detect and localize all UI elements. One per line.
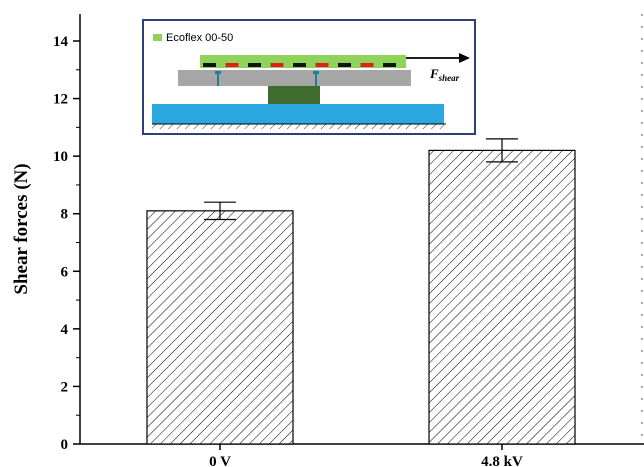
electrode [248, 63, 261, 67]
y-axis-title: Shear forces (N) [11, 163, 32, 294]
bar [428, 149, 576, 445]
category-labels: 0 V 4.8 kV [209, 444, 523, 467]
legend-swatch [153, 34, 162, 41]
upper-plate [178, 70, 411, 86]
force-arrowhead [459, 53, 470, 63]
bars [146, 149, 576, 445]
y-tick-label: 14 [53, 34, 69, 50]
pin-head [215, 71, 221, 74]
electrode [270, 63, 284, 67]
electrode [338, 63, 351, 67]
ground [152, 124, 444, 129]
electrode [360, 63, 374, 67]
electrode [203, 63, 216, 67]
y-ticks: 0 2 4 6 8 10 12 14 [53, 34, 80, 453]
legend-label: Ecoflex 00-50 [166, 32, 233, 44]
error-bars [204, 138, 518, 221]
y-tick-label: 4 [61, 322, 69, 338]
y-tick-label: 8 [61, 207, 69, 223]
inset-schematic: Ecoflex 00-50 Fshear [142, 19, 476, 135]
electrodes [203, 63, 396, 67]
center-block [268, 86, 320, 108]
base-plate [152, 104, 444, 124]
y-tick-label: 12 [53, 92, 68, 108]
pin-head [313, 71, 319, 74]
electrode [383, 63, 396, 67]
force-label: Fshear [429, 66, 460, 83]
y-tick-label: 2 [61, 379, 69, 395]
bar [146, 210, 294, 445]
y-tick-label: 0 [61, 437, 69, 453]
electrode [315, 63, 329, 67]
electrode [293, 63, 306, 67]
x-tick-label: 0 V [209, 454, 231, 467]
y-tick-label: 6 [61, 264, 69, 280]
x-tick-label: 4.8 kV [481, 454, 523, 467]
y-tick-label: 10 [53, 149, 68, 165]
electrode [225, 63, 239, 67]
